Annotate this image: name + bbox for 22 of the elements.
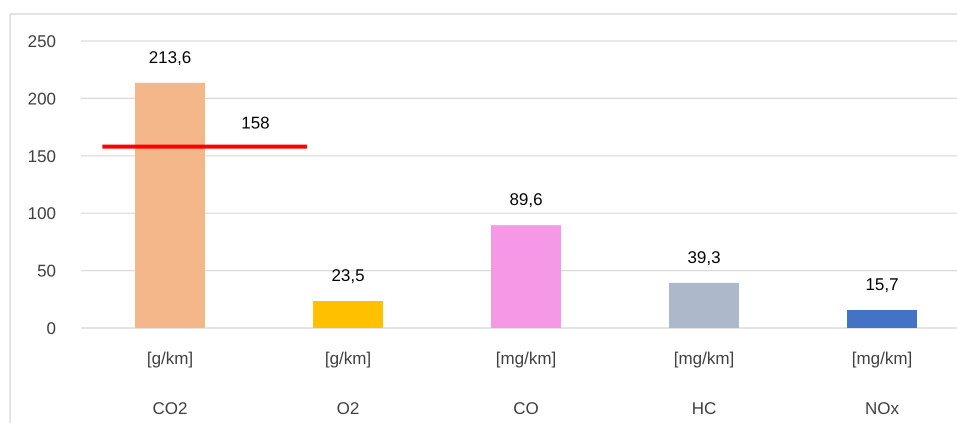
y-tick-label: 200 — [28, 89, 56, 108]
bar — [847, 310, 917, 328]
y-tick-label: 250 — [28, 32, 56, 51]
y-tick-label: 50 — [37, 262, 56, 281]
data-label: 39,3 — [687, 248, 721, 267]
y-tick-label: 0 — [46, 318, 56, 338]
bar — [313, 301, 383, 328]
bar — [669, 282, 739, 328]
data-label: 15,7 — [865, 274, 899, 294]
bar — [135, 82, 205, 328]
y-tick-label: 100 — [28, 204, 56, 224]
data-label: 23,5 — [331, 266, 365, 286]
bar — [491, 225, 561, 328]
category-label: [mg/km] HC — [674, 349, 734, 418]
data-label: 213,6 — [148, 48, 192, 67]
data-label: 89,6 — [509, 190, 543, 210]
category-label: [mg/km] NOx — [852, 349, 912, 418]
ref-line-label: 158 — [241, 114, 270, 133]
category-label: [mg/km] CO — [496, 349, 556, 418]
category-label: [g/km] CO2 — [146, 349, 194, 418]
category-label: [g/km] O2 — [324, 349, 372, 418]
y-tick-label: 150 — [28, 146, 56, 166]
